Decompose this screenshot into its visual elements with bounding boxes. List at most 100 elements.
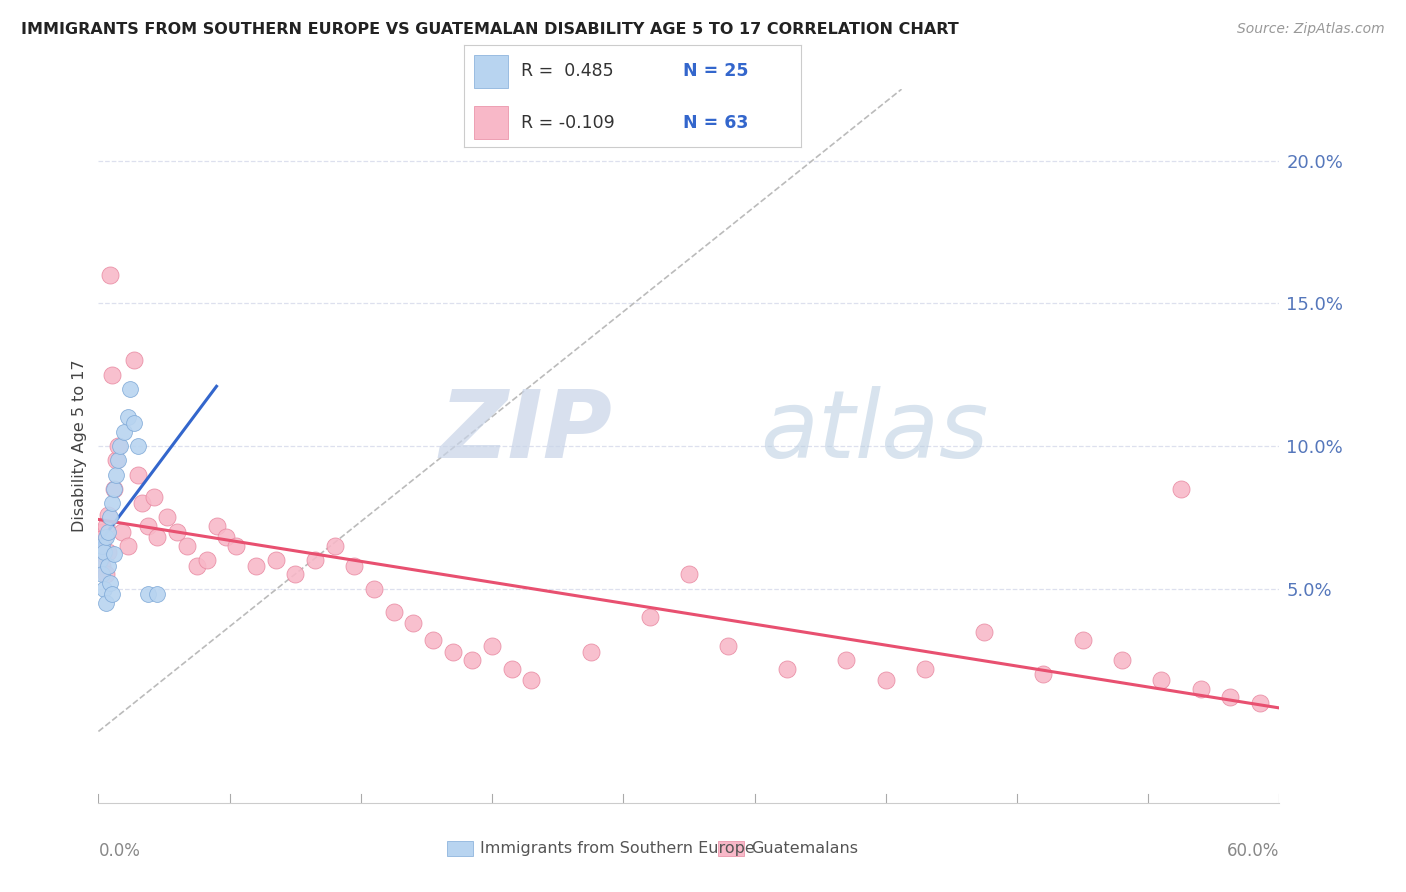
Text: N = 63: N = 63 <box>683 113 748 131</box>
Y-axis label: Disability Age 5 to 17: Disability Age 5 to 17 <box>72 359 87 533</box>
Point <box>103 548 125 562</box>
Point <box>136 587 159 601</box>
Text: atlas: atlas <box>759 386 988 477</box>
Point <box>142 491 165 505</box>
Point <box>382 605 405 619</box>
Point <box>108 439 131 453</box>
Point <box>225 539 247 553</box>
Point <box>284 567 307 582</box>
Text: Source: ZipAtlas.com: Source: ZipAtlas.com <box>1237 22 1385 37</box>
Point <box>105 453 128 467</box>
Point <box>264 553 287 567</box>
Point <box>96 519 118 533</box>
Text: ZIP: ZIP <box>439 385 612 478</box>
Point <box>402 615 425 630</box>
Point <box>422 633 444 648</box>
Point <box>1249 696 1271 710</box>
Point <box>481 639 503 653</box>
Text: IMMIGRANTS FROM SOUTHERN EUROPE VS GUATEMALAN DISABILITY AGE 5 TO 17 CORRELATION: IMMIGRANTS FROM SOUTHERN EUROPE VS GUATE… <box>21 22 959 37</box>
Point <box>146 530 169 544</box>
Point <box>97 558 120 573</box>
Text: R =  0.485: R = 0.485 <box>522 62 614 80</box>
Point <box>215 530 238 544</box>
Point <box>117 539 139 553</box>
Point <box>1071 633 1094 648</box>
Point <box>103 482 125 496</box>
Point <box>501 662 523 676</box>
Point <box>156 510 179 524</box>
Point <box>245 558 267 573</box>
Point <box>93 582 115 596</box>
Point <box>97 524 120 539</box>
FancyBboxPatch shape <box>474 55 508 87</box>
FancyBboxPatch shape <box>718 840 744 856</box>
Point <box>101 587 124 601</box>
Point <box>91 567 114 582</box>
Point <box>520 673 543 687</box>
Point <box>101 368 124 382</box>
Point <box>96 567 118 582</box>
Point <box>93 544 115 558</box>
FancyBboxPatch shape <box>447 840 472 856</box>
Point <box>195 553 218 567</box>
Point <box>441 644 464 658</box>
Point <box>122 416 145 430</box>
Point <box>101 496 124 510</box>
Point <box>97 508 120 522</box>
Point <box>323 539 346 553</box>
Point <box>186 558 208 573</box>
Point <box>97 544 120 558</box>
Point <box>91 524 114 539</box>
Point <box>1189 681 1212 696</box>
Text: R = -0.109: R = -0.109 <box>522 113 614 131</box>
Point <box>363 582 385 596</box>
Text: N = 25: N = 25 <box>683 62 749 80</box>
Point <box>89 553 111 567</box>
Point <box>93 530 115 544</box>
Point <box>131 496 153 510</box>
Point <box>1170 482 1192 496</box>
Point <box>678 567 700 582</box>
Point <box>914 662 936 676</box>
Point <box>118 382 141 396</box>
Point <box>1032 667 1054 681</box>
Point <box>205 519 228 533</box>
Point <box>1111 653 1133 667</box>
Point <box>176 539 198 553</box>
Point <box>717 639 740 653</box>
Point <box>89 553 111 567</box>
Text: Guatemalans: Guatemalans <box>752 841 859 856</box>
Point <box>127 467 149 482</box>
Point <box>98 510 121 524</box>
Point <box>91 539 114 553</box>
Point <box>103 482 125 496</box>
Point <box>117 410 139 425</box>
Point <box>304 553 326 567</box>
Point <box>93 548 115 562</box>
Point <box>136 519 159 533</box>
Point <box>166 524 188 539</box>
Point <box>973 624 995 639</box>
Point <box>112 425 135 439</box>
Point <box>111 524 134 539</box>
Point <box>91 558 114 573</box>
Point <box>89 539 111 553</box>
Point <box>105 467 128 482</box>
Point <box>98 576 121 591</box>
Point <box>1219 690 1241 705</box>
Point <box>461 653 484 667</box>
Point <box>96 530 118 544</box>
Point <box>343 558 366 573</box>
FancyBboxPatch shape <box>474 106 508 139</box>
Point <box>638 610 661 624</box>
Point <box>579 644 602 658</box>
Point <box>107 439 129 453</box>
Point <box>98 268 121 282</box>
Point <box>875 673 897 687</box>
Point <box>1150 673 1173 687</box>
Point <box>122 353 145 368</box>
Text: 0.0%: 0.0% <box>98 842 141 860</box>
Point <box>96 596 118 610</box>
Point <box>776 662 799 676</box>
Text: Immigrants from Southern Europe: Immigrants from Southern Europe <box>479 841 755 856</box>
